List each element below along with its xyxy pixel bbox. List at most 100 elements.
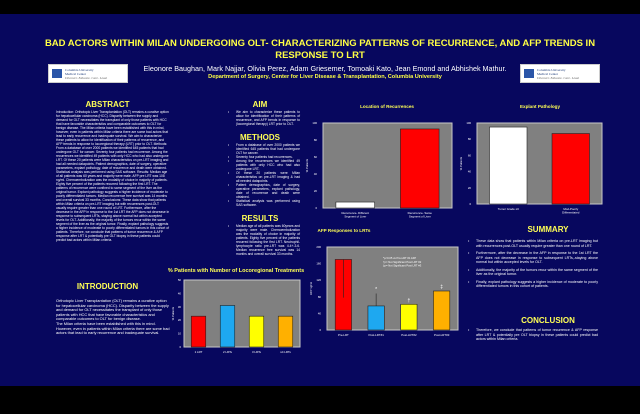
chart-title: Explant Pathology <box>520 104 561 109</box>
introduction-heading: INTRODUCTION <box>76 282 139 291</box>
significance-marker: ‡ <box>440 284 443 290</box>
y-tick-label: 40 <box>178 291 182 295</box>
y-axis-label: % Patients <box>459 156 463 170</box>
y-tick-label: 60 <box>314 155 318 159</box>
legend-entry: *p<0.05 vs Pre-LRT #1 AFP <box>383 256 416 260</box>
department: Department of Surgery, Center for Liver … <box>208 74 442 80</box>
y-tick-label: 100 <box>312 121 317 125</box>
methods-item: Among the recurrences we identified 49 p… <box>228 159 300 171</box>
y-tick-label: 0 <box>319 328 321 332</box>
x-tick-label-line: Mod-Poorly <box>563 207 578 211</box>
logo-line2: Medical Center <box>537 71 558 76</box>
logo-line1: Columbia University <box>65 67 94 72</box>
summary-item: These data show that patients within Mil… <box>468 239 598 248</box>
y-tick-label: 40 <box>318 311 322 315</box>
x-tick-label: Pre-LRT <box>338 333 349 337</box>
x-tick-label: 3 LRTs <box>252 350 261 354</box>
x-tick-label-line: Differentiated <box>562 211 580 215</box>
crown-icon <box>524 69 534 78</box>
afp-chart: AFP Responses to LRTs 0 40 80 120 160 200 AFP n… <box>309 228 459 337</box>
methods-heading: METHODS <box>240 133 280 142</box>
logo-tagline: Discover. Educate. Care. Lead. <box>65 75 108 80</box>
y-tick-label: 100 <box>466 121 471 125</box>
summary-item: Furthermore, after the decrease in the A… <box>468 251 598 265</box>
y-tick-label: 160 <box>316 262 321 266</box>
y-tick-label: 0 <box>179 345 181 349</box>
y-tick-label: 10 <box>178 332 182 336</box>
results-list: Median age of all patients was 60years a… <box>228 224 300 256</box>
bar <box>400 128 440 209</box>
x-tick-label: Recurrence- Different Segment of Liver <box>341 211 369 219</box>
x-tick-label: Post-LRT#1 <box>368 333 384 337</box>
y-axis-label: % Patients <box>305 158 309 172</box>
abstract-heading: ABSTRACT <box>85 100 130 109</box>
introduction-text: Orthotopic Liver Transplantation (OLT) r… <box>56 298 170 336</box>
results-heading: RESULTS <box>241 214 279 223</box>
x-tick-label: Post-LRT#3 <box>434 333 450 337</box>
y-tick-label: 30 <box>178 305 182 309</box>
chart-title: AFP Responses to LRTs <box>318 228 371 233</box>
poster-title: BAD ACTORS WITHIN MILAN UNDERGOING OLT- … <box>44 38 596 61</box>
methods-item: Statistical analysis was performed using… <box>228 199 300 207</box>
x-tick-label: Mod-Poorly Differentiated <box>562 207 580 215</box>
summary-list: These data show that patients within Mil… <box>468 239 598 292</box>
x-tick-label-line: Recurrence- Different <box>341 211 369 215</box>
y-tick-label: 20 <box>178 318 182 322</box>
x-tick-label: Post-LRT#2 <box>401 333 417 337</box>
bar <box>277 315 294 348</box>
logo-line1: Columbia University <box>537 67 566 72</box>
y-tick-label: 40 <box>314 172 318 176</box>
x-tick-label-line: Recurrence- Same <box>408 211 433 215</box>
methods-item: Seventy four patients had recurrences. <box>228 155 300 159</box>
conclusion-item: Therefore, we conclude that patterns of … <box>468 328 598 342</box>
y-tick-label: 50 <box>178 278 182 282</box>
bar <box>219 305 236 348</box>
abstract-text: Introduction: Orthotopic Liver Transplan… <box>56 110 170 242</box>
methods-list: From a database of over 2000 patients we… <box>228 143 300 207</box>
bar <box>335 201 375 209</box>
y-tick-label: 0 <box>469 202 471 206</box>
y-tick-label: 40 <box>468 170 472 174</box>
intro-paragraph: The Milan criteria have been established… <box>56 320 170 336</box>
exp-chart: Explant Pathology 0 20 40 60 80 100 % Patients T… <box>459 104 603 215</box>
bar <box>489 126 528 205</box>
legend-entry: †p= Not Significant Post LRT #2 <box>383 260 422 264</box>
bar <box>248 315 265 348</box>
summary-item: Finally, explant pathology suggests a hi… <box>468 280 598 289</box>
aim-item: We aim to characterize these patients to… <box>228 110 300 126</box>
loc-chart: Location of Recurrences 0 20 40 60 80 100 % Pat… <box>305 104 453 219</box>
methods-item: From a database of over 2000 patients we… <box>228 143 300 155</box>
logo-line2: Medical Center <box>65 71 86 76</box>
y-tick-label: 200 <box>316 245 321 249</box>
crown-icon <box>52 69 62 78</box>
y-tick-label: 80 <box>314 138 318 142</box>
bar <box>400 303 418 331</box>
y-tick-label: 20 <box>468 186 472 190</box>
y-tick-label: 0 <box>315 206 317 210</box>
summary-item: Additionally, the majority of the tumors… <box>468 268 598 277</box>
intro-paragraph: Orthotopic Liver Transplantation (OLT) r… <box>56 298 169 322</box>
methods-item: Of these 20 patients were Milan characte… <box>228 171 300 183</box>
legend-entry: ‡p= Not Significant Post LRT #3 <box>383 264 422 268</box>
poster: BAD ACTORS WITHIN MILAN UNDERGOING OLT- … <box>0 14 640 386</box>
x-tick-label: 1 LRT <box>195 350 203 354</box>
x-tick-label: Recurrence- Same Segment of Liver <box>408 211 433 219</box>
columbia-logo-right: Columbia University Medical Center Discove… <box>520 64 600 83</box>
conclusion-heading: CONCLUSION <box>521 316 575 325</box>
chart-title: Location of Recurrences <box>360 104 414 109</box>
y-tick-label: 120 <box>316 278 321 282</box>
x-tick-label: Tumor Grade ≤3 <box>498 207 519 211</box>
bar <box>367 305 385 331</box>
lrt-chart: % Patients with Number of Locoregional T… <box>168 268 304 354</box>
bar <box>551 133 590 205</box>
y-axis-label: % Patients <box>171 306 175 320</box>
conclusion-list: Therefore, we conclude that patterns of … <box>468 328 598 345</box>
significance-marker: * <box>375 287 377 293</box>
methods-item: Patient demographics, date of surgery, o… <box>228 183 300 199</box>
x-tick-label: 2 LRTs <box>223 350 232 354</box>
columbia-logo-left: Columbia University Medical Center Discove… <box>48 64 128 83</box>
bar <box>433 290 451 331</box>
x-tick-label-line: Segment of Liver <box>409 215 431 219</box>
aim-heading: AIM <box>252 100 268 109</box>
bar <box>190 315 207 348</box>
